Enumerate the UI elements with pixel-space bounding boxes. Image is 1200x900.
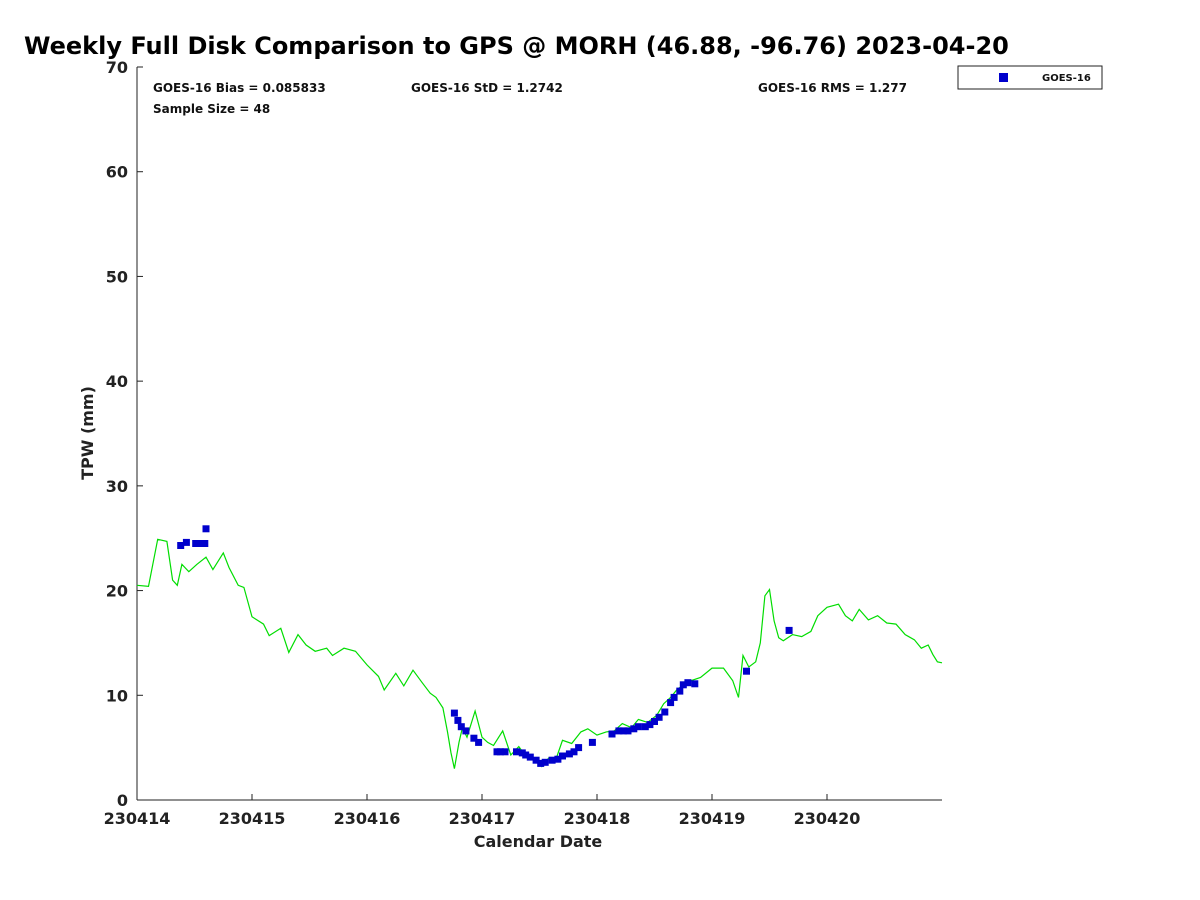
std-stat: GOES-16 StD = 1.2742 [411,81,563,95]
goes16-point [624,727,632,735]
goes16-series [177,525,793,767]
gps-line [136,538,943,769]
chart-title: Weekly Full Disk Comparison to GPS @ MOR… [24,32,1009,60]
goes16-point [192,540,200,547]
goes16-point [743,667,750,675]
goes16-point [655,713,663,721]
goes16-point [522,751,530,759]
goes16-point [177,542,185,549]
y-tick-label: 60 [106,163,128,182]
legend-marker [999,73,1008,82]
goes16-point [676,687,684,695]
goes16-point [526,753,534,761]
x-tick-label: 230419 [679,809,746,828]
goes16-point [615,727,623,735]
legend: GOES-16 [957,65,1103,90]
y-tick-label: 40 [106,372,128,391]
goes16-point [785,626,793,634]
goes16-point [559,752,566,760]
gps-series [136,538,943,769]
goes16-point [496,748,504,756]
x-tick-label: 230416 [334,809,401,828]
goes16-point [570,748,578,756]
goes16-point [554,755,562,763]
goes16-point [641,723,649,731]
goes16-point [651,718,658,725]
goes16-point [501,748,509,756]
y-tick-label: 0 [117,791,128,810]
goes16-point [457,723,465,731]
goes16-point [620,727,627,735]
y-tick-label: 30 [106,477,128,496]
goes16-point [548,756,556,764]
goes16-point [202,525,210,533]
goes16-point [532,756,540,764]
plot-area: 0 10 20 30 40 50 60 70 230414 230415 230416 230417… [104,58,943,828]
y-axis-label: TPW (mm) [78,386,97,480]
goes16-point [646,721,654,729]
goes16-point [454,716,462,724]
goes16-point [670,693,678,701]
goes16-point [201,540,209,547]
rms-stat: GOES-16 RMS = 1.277 [758,81,907,95]
legend-box [957,65,1103,90]
goes16-point [196,540,204,547]
goes16-point [575,744,583,752]
x-tick-label: 230415 [219,809,286,828]
y-axis-ticks: 0 10 20 30 40 50 60 70 [106,58,143,810]
x-axis-label: Calendar Date [474,832,603,851]
y-tick-label: 10 [106,686,128,705]
y-tick-label: 20 [106,582,128,601]
goes16-point [450,709,458,717]
goes16-point [462,727,470,735]
goes16-point [608,730,616,738]
goes16-point [679,681,687,689]
goes16-point [182,538,190,546]
goes16-point [630,725,638,733]
goes16-point [513,748,520,756]
sample-size-stat: Sample Size = 48 [153,102,270,116]
x-tick-label: 230417 [449,809,516,828]
goes16-point [661,708,669,716]
goes16-point [634,723,642,731]
y-tick-label: 50 [106,267,128,286]
x-tick-label: 230420 [794,809,861,828]
goes16-point [470,734,478,742]
legend-label: GOES-16 [1042,73,1091,84]
goes16-point [684,679,692,687]
goes16-point [475,738,483,746]
bias-stat: GOES-16 Bias = 0.085833 [153,81,326,95]
goes16-point [588,738,596,746]
goes16-point [691,680,699,688]
x-tick-label: 230414 [104,809,171,828]
goes16-point [537,759,545,767]
x-tick-label: 230418 [564,809,631,828]
goes16-point [667,699,675,707]
x-axis-ticks: 230414 230415 230416 230417 230418 230419 2304… [104,794,861,828]
goes16-point [541,758,549,766]
y-tick-label: 70 [106,58,128,77]
goes16-point [565,750,573,758]
